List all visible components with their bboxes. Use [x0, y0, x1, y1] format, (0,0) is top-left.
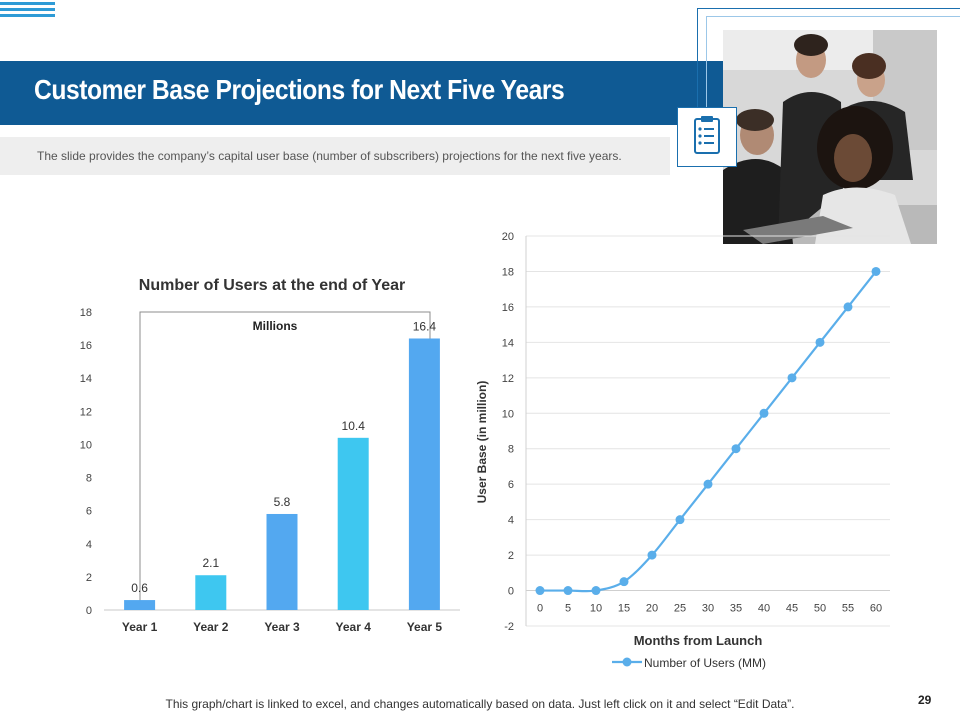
line-y-tick-label: 20	[502, 231, 514, 243]
line-data-point	[759, 408, 769, 418]
line-y-tick-label: 16	[502, 302, 514, 314]
top-accent-line	[0, 8, 55, 11]
bar-x-tick-label: Year 3	[264, 620, 300, 634]
line-y-tick-label: 6	[508, 479, 514, 491]
bar-data-label: 16.4	[413, 319, 437, 333]
line-x-tick-label: 10	[590, 603, 602, 615]
bar	[266, 513, 298, 610]
line-x-tick-label: 50	[814, 603, 826, 615]
footer-note: This graph/chart is linked to excel, and…	[165, 697, 795, 711]
line-data-point	[591, 586, 601, 596]
top-accent-line	[0, 14, 55, 17]
bar-x-tick-label: Year 4	[336, 620, 372, 634]
line-data-point	[787, 373, 797, 383]
line-x-tick-label: 60	[870, 603, 882, 615]
page-title: Customer Base Projections for Next Five …	[34, 74, 565, 105]
line-y-tick-label: 0	[508, 586, 514, 598]
page-number: 29	[918, 693, 932, 707]
team-photo	[723, 30, 937, 244]
line-x-tick-label: 40	[758, 603, 770, 615]
line-data-point	[535, 586, 545, 596]
bar-chart-bracket	[139, 311, 431, 610]
bar	[337, 437, 369, 610]
bar	[408, 338, 440, 610]
photo-frame	[697, 8, 960, 148]
title-bar	[0, 61, 723, 125]
legend-label: Number of Users (MM)	[644, 656, 766, 670]
bar-y-tick-label: 12	[80, 406, 92, 418]
bar-y-tick-label: 16	[80, 340, 92, 352]
bar-x-tick-label: Year 5	[407, 620, 443, 634]
subtitle-box	[0, 137, 670, 175]
bar	[124, 600, 156, 610]
photo-frame-inner	[706, 16, 960, 144]
line-x-tick-label: 5	[565, 603, 571, 615]
line-x-tick-label: 0	[537, 603, 543, 615]
bar-data-label: 2.1	[202, 556, 219, 570]
line-x-tick-label: 25	[674, 603, 686, 615]
line-data-point	[843, 302, 853, 312]
line-y-tick-label: 18	[502, 266, 514, 278]
line-data-point	[619, 577, 629, 587]
clipboard-icon	[694, 116, 720, 154]
line-y-axis-label: User Base (in million)	[475, 381, 489, 504]
bar-chart-annotation: Millions	[253, 319, 298, 333]
line-y-tick-label: -2	[504, 621, 514, 633]
line-data-point	[703, 479, 713, 489]
bar-y-tick-label: 6	[86, 506, 92, 518]
bar-x-tick-label: Year 1	[122, 620, 158, 634]
line-x-tick-label: 35	[730, 603, 742, 615]
bar-chart-title: Number of Users at the end of Year	[139, 277, 405, 294]
bar	[195, 575, 227, 610]
line-y-tick-label: 8	[508, 444, 514, 456]
bar-data-label: 0.6	[131, 581, 148, 595]
line-y-tick-label: 10	[502, 408, 514, 420]
line-x-tick-label: 45	[786, 603, 798, 615]
bar-y-tick-label: 0	[86, 605, 92, 617]
bar-data-label: 5.8	[274, 495, 291, 509]
bar-x-tick-label: Year 2	[193, 620, 229, 634]
line-x-tick-label: 55	[842, 603, 854, 615]
bar-y-tick-label: 2	[86, 572, 92, 584]
line-x-tick-label: 15	[618, 603, 630, 615]
line-series-path	[540, 270, 877, 593]
top-accent-line	[0, 2, 55, 5]
line-data-point	[815, 337, 825, 347]
bar-y-tick-label: 18	[80, 307, 92, 319]
bar-y-tick-label: 4	[86, 539, 92, 551]
bar-y-tick-label: 10	[80, 439, 92, 451]
legend-marker	[622, 657, 632, 667]
bar-y-tick-label: 14	[80, 373, 92, 385]
line-y-tick-label: 4	[508, 515, 514, 527]
line-data-point	[647, 550, 657, 560]
line-y-tick-label: 14	[502, 337, 514, 349]
bar-data-label: 10.4	[342, 419, 366, 433]
line-data-point	[563, 586, 573, 596]
line-x-axis-label: Months from Launch	[634, 633, 763, 648]
bar-y-tick-label: 8	[86, 473, 92, 485]
line-y-tick-label: 12	[502, 373, 514, 385]
line-data-point	[675, 515, 685, 525]
clipboard-icon-box	[677, 107, 737, 167]
line-data-point	[731, 444, 741, 454]
line-x-tick-label: 20	[646, 603, 658, 615]
line-y-tick-label: 2	[508, 550, 514, 562]
line-data-point	[871, 266, 881, 276]
line-x-tick-label: 30	[702, 603, 714, 615]
subtitle-text: The slide provides the company’s capital…	[37, 149, 622, 163]
